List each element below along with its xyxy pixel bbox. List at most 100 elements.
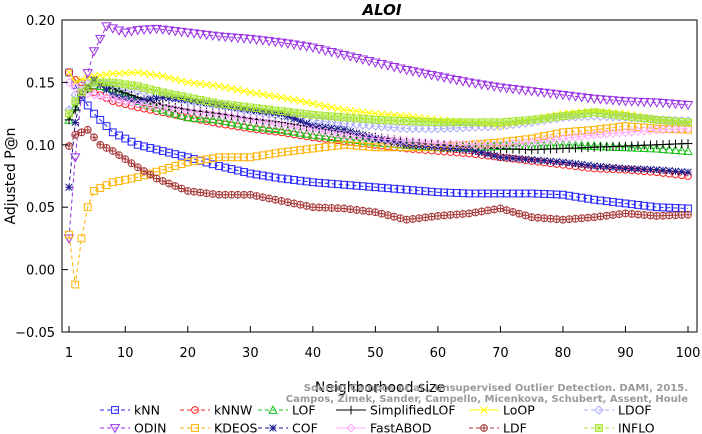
data-point — [671, 117, 680, 126]
data-point — [527, 189, 536, 198]
data-point — [226, 33, 237, 43]
data-point — [476, 80, 487, 90]
data-point — [477, 149, 486, 157]
data-point — [627, 210, 636, 218]
data-point — [570, 92, 581, 102]
data-point — [571, 214, 580, 223]
data-point — [551, 90, 562, 100]
data-point — [240, 102, 248, 111]
data-point — [101, 92, 112, 103]
data-point — [665, 167, 673, 175]
data-point — [389, 135, 399, 145]
data-point — [613, 96, 625, 107]
data-point — [683, 123, 693, 134]
data-point — [640, 211, 649, 219]
data-point — [283, 107, 292, 116]
data-point — [351, 135, 362, 144]
data-point — [371, 208, 380, 217]
data-point — [677, 117, 686, 126]
data-point — [257, 122, 268, 132]
data-point — [395, 135, 406, 146]
data-point — [445, 74, 456, 85]
data-point — [308, 125, 318, 135]
data-point — [609, 123, 617, 132]
data-point — [359, 108, 367, 116]
data-point — [333, 180, 342, 189]
data-point — [651, 143, 662, 153]
data-point — [271, 173, 280, 182]
data-point — [665, 203, 674, 212]
data-point — [109, 424, 121, 434]
data-point — [307, 43, 319, 53]
data-point — [246, 190, 255, 199]
data-point — [227, 165, 236, 173]
data-point — [421, 213, 430, 222]
data-point — [559, 190, 567, 199]
legend: kNN kNNW LOF SimplifiedLOF LoOP LDOF ODIN KDEOS… — [100, 403, 655, 434]
data-point — [159, 72, 167, 80]
data-point — [377, 143, 386, 152]
data-point — [426, 123, 437, 134]
data-point — [502, 117, 511, 126]
data-point — [358, 114, 367, 123]
data-point — [440, 211, 449, 220]
data-point — [201, 30, 212, 41]
data-point — [383, 134, 393, 145]
data-point — [346, 181, 355, 190]
data-point — [226, 112, 237, 122]
data-point — [471, 208, 480, 217]
data-point — [559, 128, 567, 137]
data-point — [490, 152, 498, 160]
data-point — [496, 204, 505, 213]
data-point — [196, 188, 205, 197]
data-point — [676, 145, 687, 155]
data-point — [176, 27, 187, 38]
data-point — [452, 210, 461, 219]
data-point — [352, 181, 361, 190]
data-point — [227, 153, 236, 162]
data-point — [102, 70, 111, 79]
data-point — [595, 95, 606, 105]
x-tick-label: 1 — [65, 346, 73, 361]
data-point — [195, 113, 206, 123]
legend-label: LDOF — [618, 403, 652, 418]
data-point — [308, 144, 317, 153]
data-point — [402, 215, 411, 224]
data-point — [383, 184, 392, 193]
data-point — [364, 120, 374, 131]
data-point — [277, 107, 286, 116]
data-point — [670, 99, 681, 110]
data-point — [240, 87, 248, 95]
data-point — [315, 101, 323, 109]
y-axis-label: Adjusted P@n — [3, 127, 19, 224]
data-point — [488, 82, 500, 92]
data-point — [202, 189, 211, 198]
data-point — [246, 88, 255, 97]
data-point — [245, 115, 256, 125]
data-point — [370, 58, 381, 68]
data-point — [282, 39, 294, 49]
data-point — [115, 177, 123, 185]
data-point — [576, 93, 587, 103]
data-point — [609, 110, 617, 119]
data-point — [65, 68, 73, 77]
data-point — [351, 54, 362, 64]
data-point — [83, 125, 92, 134]
data-point — [302, 119, 311, 128]
data-point — [540, 157, 548, 165]
data-point — [171, 75, 180, 84]
data-point — [621, 112, 630, 120]
data-point — [140, 167, 148, 175]
data-point — [252, 170, 261, 179]
data-point — [639, 142, 650, 152]
data-point — [352, 114, 361, 123]
data-point — [401, 123, 412, 134]
data-point — [357, 55, 369, 65]
data-point — [538, 88, 550, 99]
data-point — [490, 138, 499, 147]
data-point — [396, 214, 405, 223]
data-point — [540, 132, 549, 140]
data-point — [634, 201, 642, 209]
data-point — [340, 113, 349, 122]
data-point — [196, 95, 205, 104]
